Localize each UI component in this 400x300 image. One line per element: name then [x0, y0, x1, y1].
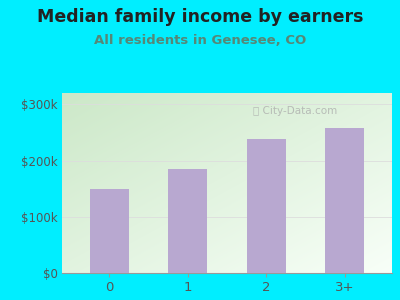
Bar [247, 139, 286, 273]
Text: Median family income by earners: Median family income by earners [37, 8, 363, 26]
Bar [325, 128, 364, 273]
Text: All residents in Genesee, CO: All residents in Genesee, CO [94, 34, 306, 47]
Text: ⓘ City-Data.com: ⓘ City-Data.com [254, 106, 338, 116]
Bar [90, 189, 129, 273]
Bar [168, 169, 207, 273]
